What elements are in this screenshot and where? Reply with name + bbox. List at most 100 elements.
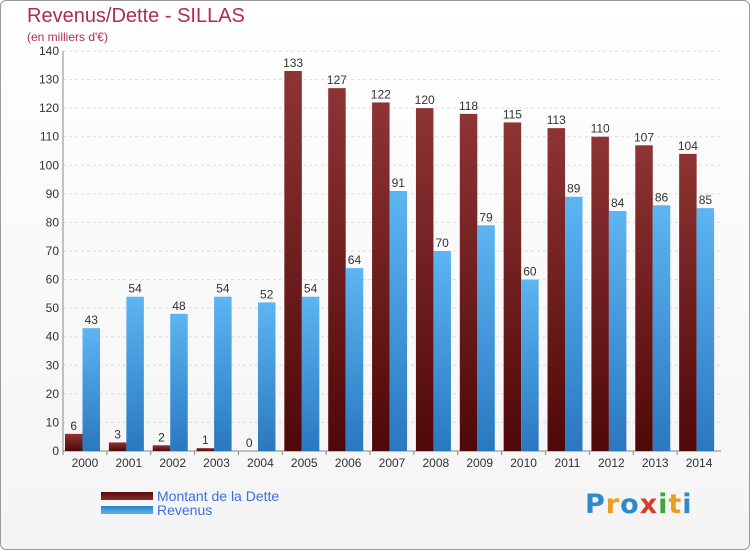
y-tick-label-80: 80: [46, 215, 60, 229]
bar-revenus-2013: [652, 205, 671, 451]
y-tick-label-90: 90: [46, 187, 60, 201]
data-label-revenus-2002: 48: [172, 299, 186, 313]
x-tick-label-2000: 2000: [72, 456, 99, 470]
data-label-revenus-2010: 60: [523, 265, 537, 279]
bar-revenus-2001: [126, 296, 144, 451]
bar-revenus-2014: [696, 208, 715, 451]
proxiti-logo: Proxiti: [585, 489, 693, 520]
bar-revenus-2007: [389, 191, 408, 451]
x-tick-label-2007: 2007: [379, 456, 406, 470]
x-tick-label-2003: 2003: [203, 456, 230, 470]
x-tick-label-2006: 2006: [335, 456, 362, 470]
logo-letter-6: i: [682, 489, 693, 520]
bar-dette-2008: [415, 108, 434, 452]
bar-dette-2007: [372, 102, 390, 451]
data-label-dette-2000: 6: [70, 419, 77, 433]
x-tick-label-2011: 2011: [555, 456, 581, 470]
bar-revenus-2003: [214, 296, 232, 451]
bar-dette-2003: [196, 448, 215, 451]
data-label-dette-2007: 122: [371, 87, 391, 101]
data-label-dette-2011: 113: [547, 113, 566, 127]
bar-dette-2009: [459, 113, 478, 451]
logo-letter-2: o: [620, 489, 640, 520]
x-tick-label-2004: 2004: [247, 456, 274, 470]
y-tick-label-110: 110: [40, 130, 59, 144]
data-label-dette-2005: 133: [283, 56, 303, 70]
y-tick-label-130: 130: [39, 73, 59, 87]
legend-item-revenus: Revenus: [101, 502, 212, 518]
logo-letter-3: x: [639, 489, 659, 520]
data-label-revenus-2004: 52: [260, 287, 274, 301]
data-label-revenus-2001: 54: [128, 282, 142, 296]
data-label-dette-2013: 107: [634, 130, 654, 144]
legend-label-revenus: Revenus: [157, 502, 213, 518]
data-label-dette-2008: 120: [415, 93, 435, 107]
data-label-dette-2006: 127: [327, 73, 347, 87]
logo-letter-1: r: [605, 489, 621, 520]
chart-subtitle: (en milliers d'€): [27, 30, 108, 44]
bar-revenus-2002: [170, 313, 188, 451]
bar-revenus-2005: [301, 296, 320, 451]
data-label-revenus-2012: 84: [611, 196, 625, 210]
y-tick-label-20: 20: [46, 387, 60, 401]
y-tick-label-120: 120: [39, 101, 59, 115]
data-label-dette-2012: 110: [591, 122, 610, 136]
y-tick-label-140: 140: [39, 44, 59, 58]
data-label-dette-2014: 104: [678, 139, 698, 153]
x-tick-label-2008: 2008: [423, 456, 450, 470]
data-label-dette-2002: 2: [158, 430, 165, 444]
data-label-revenus-2008: 70: [436, 236, 450, 250]
legend-swatch-dette: [101, 492, 153, 500]
logo-letter-0: P: [585, 489, 606, 520]
y-tick-label-100: 100: [39, 158, 59, 172]
bar-dette-2013: [635, 145, 653, 452]
data-label-dette-2003: 1: [202, 433, 209, 447]
bar-revenus-2009: [477, 225, 495, 451]
x-tick-label-2002: 2002: [159, 456, 186, 470]
bar-dette-2006: [328, 88, 346, 452]
data-label-dette-2010: 115: [503, 107, 522, 121]
bar-dette-2005: [284, 71, 302, 451]
data-label-revenus-2005: 54: [304, 282, 318, 296]
data-label-dette-2001: 3: [114, 427, 121, 441]
x-tick-label-2009: 2009: [466, 456, 493, 470]
bar-revenus-2006: [345, 268, 364, 451]
bar-dette-2010: [503, 122, 522, 451]
bar-revenus-2010: [521, 279, 539, 451]
data-label-revenus-2013: 86: [655, 190, 669, 204]
bar-revenus-2000: [82, 328, 100, 451]
y-tick-label-70: 70: [46, 244, 60, 258]
x-tick-label-2012: 2012: [598, 456, 625, 470]
bar-dette-2011: [547, 128, 566, 451]
x-tick-label-2013: 2013: [642, 456, 669, 470]
y-tick-label-60: 60: [46, 273, 60, 287]
legend-swatch-revenus: [101, 506, 153, 514]
legend-label-dette: Montant de la Dette: [157, 488, 280, 504]
bar-revenus-2012: [608, 211, 627, 451]
bar-dette-2014: [679, 153, 697, 451]
chart-title: Revenus/Dette - SILLAS: [27, 5, 245, 27]
legend-item-dette: Montant de la Dette: [101, 488, 279, 504]
bar-revenus-2004: [257, 302, 276, 451]
data-label-revenus-2006: 64: [348, 253, 362, 267]
bar-revenus-2008: [433, 251, 451, 451]
bar-dette-2000: [65, 433, 83, 451]
data-label-revenus-2014: 85: [699, 193, 713, 207]
logo-letter-4: i: [658, 489, 669, 520]
data-label-revenus-2000: 43: [85, 313, 99, 327]
data-label-revenus-2011: 89: [567, 182, 581, 196]
data-label-revenus-2009: 79: [479, 210, 493, 224]
bar-dette-2002: [152, 445, 171, 451]
x-tick-label-2001: 2001: [115, 456, 142, 470]
bar-revenus-2011: [565, 196, 583, 451]
x-tick-label-2014: 2014: [686, 456, 713, 470]
y-tick-label-10: 10: [46, 415, 60, 429]
x-tick-label-2010: 2010: [510, 456, 537, 470]
bar-dette-2012: [591, 136, 609, 451]
y-tick-label-30: 30: [46, 358, 60, 372]
data-label-revenus-2007: 91: [392, 176, 406, 190]
bar-dette-2001: [108, 442, 127, 451]
data-label-dette-2009: 118: [459, 99, 478, 113]
